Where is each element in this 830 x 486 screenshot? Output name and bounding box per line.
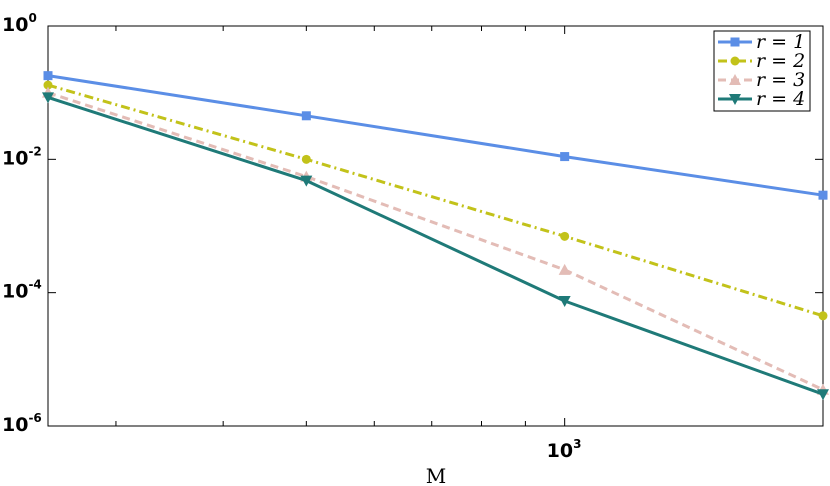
y-tick-label: 100 [2,11,37,36]
series-line [47,95,824,396]
data-point [301,154,311,164]
data-point [301,111,311,121]
plot-area [47,25,824,427]
y-tick-label: 10-2 [2,144,42,169]
y-tick-label: 10-6 [2,411,42,436]
legend-marker [729,94,741,105]
legend-marker [730,56,740,66]
series-line [47,74,824,197]
data-point [558,295,571,307]
data-point [817,389,829,401]
legend-marker [730,37,740,47]
series-layer [42,71,829,401]
data-point [560,231,570,241]
x-axis-title: M [426,464,446,486]
series-line [47,91,824,392]
legend-label: r = 4 [756,88,805,110]
data-point [43,80,53,90]
x-tick-label: 103 [547,437,582,462]
data-point [43,71,53,81]
x-tick-labels: 103 [547,437,582,462]
legend-label: r = 3 [756,69,805,91]
series-1 [43,71,828,200]
y-tick-label: 10-4 [2,278,42,303]
y-tick-labels: 100 10-2 10-4 10-6 [2,11,42,436]
legend-marker [729,74,741,85]
data-point [42,92,54,104]
data-point [558,263,571,275]
data-point [300,175,313,187]
series-2 [43,80,828,321]
legend-label: r = 2 [756,50,805,72]
series-4 [42,92,829,401]
data-point [818,311,828,321]
data-point [818,190,828,200]
data-point [560,152,570,162]
series-line [47,83,824,318]
legend-label: r = 1 [756,31,805,53]
minor-ticks [48,25,824,427]
legend: r = 1r = 2r = 3r = 4 [713,30,811,112]
